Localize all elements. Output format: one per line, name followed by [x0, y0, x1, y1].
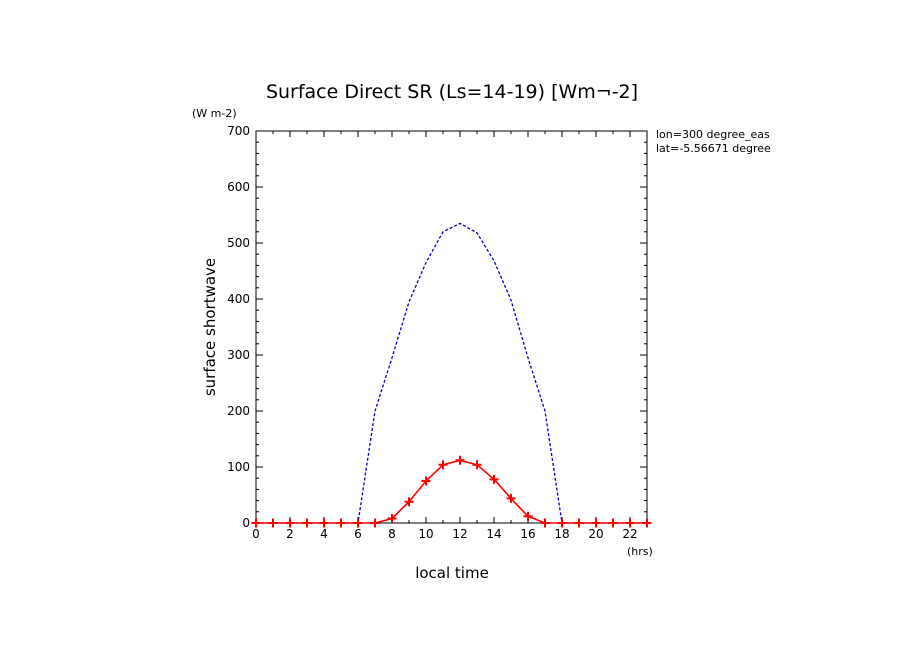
- series-2-marker: [387, 514, 397, 524]
- series-2-marker: [506, 493, 516, 503]
- x-unit-label: (hrs): [627, 545, 653, 558]
- x-axis-label: local time: [415, 564, 489, 582]
- series-2-marker: [540, 518, 550, 528]
- plot-area: 0 2 4 6 8 10 12 14 16 18 20 22 0 100 200 300 400 500 600 70…: [227, 124, 652, 541]
- y-tick-label: 0: [242, 516, 250, 530]
- y-tick-label: 700: [227, 124, 250, 138]
- y-axis-label: surface shortwave: [201, 258, 219, 396]
- series-2-marker: [523, 511, 533, 521]
- series-2-marker: [557, 518, 567, 528]
- series-2-marker: [370, 518, 380, 528]
- x-tick-label: 18: [554, 527, 569, 541]
- x-tick-label: 14: [486, 527, 501, 541]
- series-2-marker: [421, 476, 431, 486]
- y-tick-label: 600: [227, 180, 250, 194]
- x-tick-label: 8: [388, 527, 396, 541]
- series-line-2: [256, 459, 647, 524]
- x-tick-label: 16: [520, 527, 535, 541]
- series-2-marker: [489, 474, 499, 484]
- x-tick-label: 22: [622, 527, 637, 541]
- y-tick-label: 400: [227, 292, 250, 306]
- y-unit-label: (W m-2): [192, 107, 237, 120]
- series-2-marker: [625, 518, 635, 528]
- y-tick-label: 500: [227, 236, 250, 250]
- lon-annotation: lon=300 degree_eas: [656, 128, 770, 141]
- series-2-marker: [268, 518, 278, 528]
- x-tick-label: 12: [452, 527, 467, 541]
- series-2-marker: [285, 518, 295, 528]
- series-2-marker: [472, 460, 482, 470]
- series-2-marker: [404, 497, 414, 507]
- series-2-marker: [336, 518, 346, 528]
- lat-annotation: lat=-5.56671 degree: [656, 142, 771, 155]
- series-2-marker: [302, 518, 312, 528]
- series-2-marker: [591, 518, 601, 528]
- series-2-marker: [438, 460, 448, 470]
- x-tick-label: 20: [588, 527, 603, 541]
- x-tick-label: 10: [418, 527, 433, 541]
- x-tick-label: 4: [320, 527, 328, 541]
- series-line-1: [256, 222, 647, 524]
- series-2-marker: [608, 518, 618, 528]
- y-tick-label: 300: [227, 348, 250, 362]
- y-tick-label: 200: [227, 404, 250, 418]
- series-2-marker: [319, 518, 329, 528]
- chart-title: Surface Direct SR (Ls=14-19) [Wm¬-2]: [266, 81, 638, 103]
- x-tick-label: 2: [286, 527, 294, 541]
- series-2-marker: [455, 455, 465, 465]
- x-tick-label: 0: [252, 527, 260, 541]
- y-tick-label: 100: [227, 460, 250, 474]
- series-2-marker: [574, 518, 584, 528]
- x-tick-label: 6: [354, 527, 362, 541]
- series-2-marker: [353, 518, 363, 528]
- plot-frame: [255, 130, 648, 524]
- series-2-marker: [251, 518, 261, 528]
- series-2-marker: [642, 518, 652, 528]
